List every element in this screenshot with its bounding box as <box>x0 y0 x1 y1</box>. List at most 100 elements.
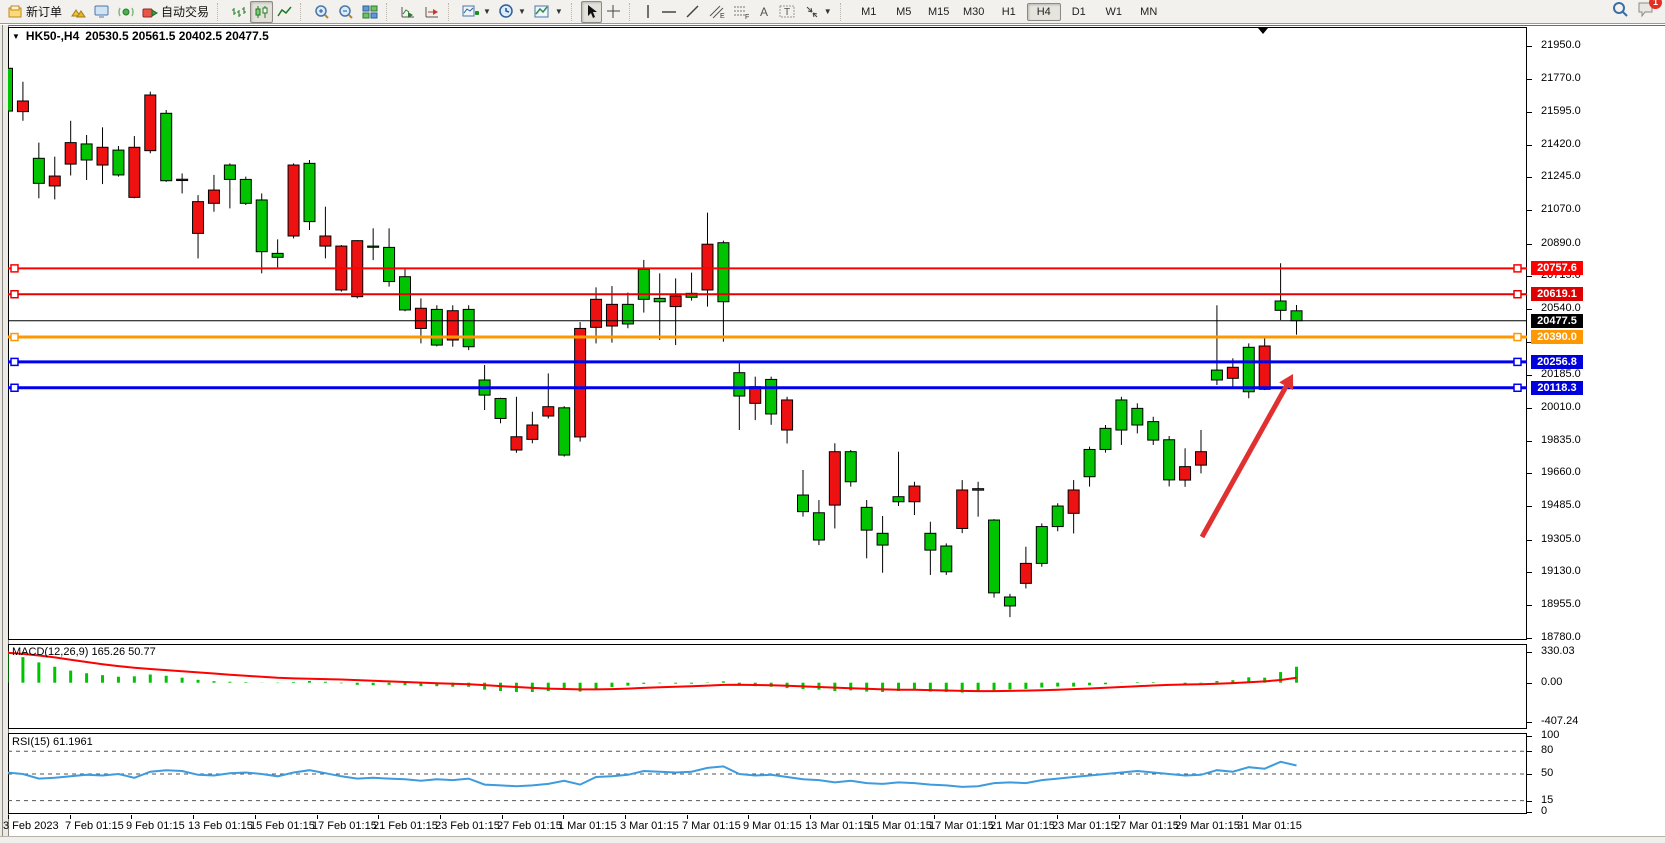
price-axis-tick <box>1527 605 1532 606</box>
time-axis-label: 15 Feb 01:15 <box>250 820 315 832</box>
candle-bear <box>319 235 332 247</box>
candle-bear <box>192 201 205 234</box>
rsi-indicator-canvas[interactable] <box>8 733 1527 814</box>
time-axis-label: 13 Mar 01:15 <box>805 820 870 832</box>
candle-bear <box>1226 366 1239 379</box>
line-handle[interactable] <box>10 332 19 342</box>
time-axis-tick <box>1180 815 1181 819</box>
periods-button[interactable]: ▼ <box>495 1 530 23</box>
price-axis-tick <box>1527 309 1532 310</box>
tile-windows-button[interactable] <box>358 1 382 23</box>
time-axis-tick <box>625 815 626 819</box>
candle-bull <box>765 378 778 415</box>
timeframe-button-mn[interactable]: MN <box>1140 5 1158 18</box>
cursor-tool-button[interactable] <box>580 0 602 23</box>
candle-bull <box>160 112 173 182</box>
zoom-out-button[interactable] <box>334 1 358 23</box>
line-chart-icon <box>277 5 292 19</box>
time-axis-label: 15 Mar 01:15 <box>867 820 932 832</box>
timeframe-button-m15[interactable]: M15 <box>928 5 950 18</box>
candle-bull <box>860 506 873 531</box>
autotrading-button[interactable]: 自动交易 <box>138 1 213 23</box>
macd-axis-label: 0.00 <box>1541 675 1563 688</box>
bar-chart-mode-button[interactable] <box>227 1 250 23</box>
price-axis-label: 20540.0 <box>1541 302 1581 314</box>
timeframe-button-h4[interactable]: H4 <box>1026 2 1061 21</box>
price-axis-label: 19305.0 <box>1541 533 1581 545</box>
price-axis-tick <box>1527 473 1532 474</box>
timeframe-button-m5[interactable]: M5 <box>896 5 912 18</box>
line-handle[interactable] <box>1513 383 1522 393</box>
candle-bull <box>367 245 380 248</box>
chart-shift-icon <box>424 5 440 19</box>
price-axis-label: 21245.0 <box>1541 170 1581 182</box>
macd-indicator-label: MACD(12,26,9) 165.26 50.77 <box>12 646 156 658</box>
zoom-in-button[interactable] <box>310 1 334 23</box>
auto-scroll-button[interactable] <box>396 1 420 23</box>
chevron-down-icon[interactable]: ▼ <box>12 31 20 41</box>
label-tool-button[interactable]: T <box>775 1 800 23</box>
signals-button[interactable] <box>114 1 138 23</box>
horizontal-line-tool-button[interactable] <box>657 1 681 23</box>
line-handle[interactable] <box>10 289 19 299</box>
equidistant-channel-tool-button[interactable]: E <box>704 1 729 23</box>
line-handle[interactable] <box>1513 332 1522 342</box>
arrows-tool-button[interactable]: ▼ <box>800 1 836 23</box>
timeframe-button-m1[interactable]: M1 <box>861 5 877 18</box>
crosshair-tool-button[interactable] <box>602 1 625 23</box>
price-axis-label: 21595.0 <box>1541 105 1581 117</box>
timeframe-button-h1[interactable]: H1 <box>1001 5 1016 18</box>
market-watch-button[interactable] <box>66 1 90 23</box>
candle-bull <box>940 545 953 573</box>
price-axis-label: 21420.0 <box>1541 138 1581 150</box>
text-tool-button[interactable]: A <box>754 1 775 23</box>
vertical-line-tool-button[interactable] <box>639 1 657 23</box>
candle-bear <box>96 146 109 166</box>
main-chart-canvas[interactable] <box>8 27 1527 640</box>
price-axis-label: 21070.0 <box>1541 203 1581 215</box>
fibonacci-tool-button[interactable]: F <box>729 1 754 23</box>
timeframe-button-d1[interactable]: D1 <box>1071 5 1086 18</box>
time-axis-label: 17 Feb 01:15 <box>312 820 377 832</box>
timeframe-button-m30[interactable]: M30 <box>963 5 985 18</box>
indicators-button[interactable]: ▼ <box>458 1 495 23</box>
line-handle[interactable] <box>1513 289 1522 299</box>
chart-title: ▼ HK50-,H4 20530.5 20561.5 20402.5 20477… <box>12 29 269 43</box>
time-axis-label: 31 Mar 01:15 <box>1237 820 1302 832</box>
timeframe-group: M1 M5 M15 M30 H1 H4 D1 W1 MN <box>852 2 1166 21</box>
time-axis-label: 9 Mar 01:15 <box>743 820 802 832</box>
search-icon[interactable] <box>1612 1 1629 23</box>
macd-indicator-canvas[interactable] <box>8 644 1527 729</box>
candlestick-icon <box>254 5 269 19</box>
candle-bear <box>176 178 189 182</box>
time-axis-label: 17 Mar 01:15 <box>929 820 994 832</box>
new-order-button[interactable]: 新订单 <box>4 1 66 23</box>
line-handle[interactable] <box>10 357 19 367</box>
price-axis-tick <box>1527 441 1532 442</box>
svg-text:E: E <box>720 13 725 19</box>
line-handle[interactable] <box>10 383 19 393</box>
candlestick-mode-button[interactable] <box>250 0 274 23</box>
candle-bear <box>1195 451 1207 466</box>
line-handle[interactable] <box>1513 264 1522 273</box>
price-axis-tick <box>1527 572 1532 573</box>
annotation-arrow-head[interactable] <box>1279 374 1294 391</box>
price-axis-label: 19485.0 <box>1541 499 1581 511</box>
annotation-arrow-shaft[interactable] <box>1199 385 1289 539</box>
line-handle[interactable] <box>1513 357 1522 367</box>
terminal-button[interactable] <box>90 1 114 23</box>
notifications-button[interactable]: 1 <box>1637 0 1662 22</box>
chart-shift-button[interactable] <box>420 1 444 23</box>
time-axis-tick <box>1057 815 1058 819</box>
line-handle[interactable] <box>10 264 19 273</box>
templates-button[interactable]: ▼ <box>530 1 567 23</box>
candle-bear <box>526 424 539 440</box>
macd-axis-label: 330.03 <box>1541 644 1575 657</box>
timeframe-button-w1[interactable]: W1 <box>1105 5 1122 18</box>
svg-text:A: A <box>760 5 768 19</box>
trendline-tool-button[interactable] <box>681 1 704 23</box>
chart-shift-marker[interactable] <box>1258 28 1268 34</box>
line-chart-mode-button[interactable] <box>273 1 296 23</box>
rsi-axis-label: 50 <box>1541 767 1554 779</box>
